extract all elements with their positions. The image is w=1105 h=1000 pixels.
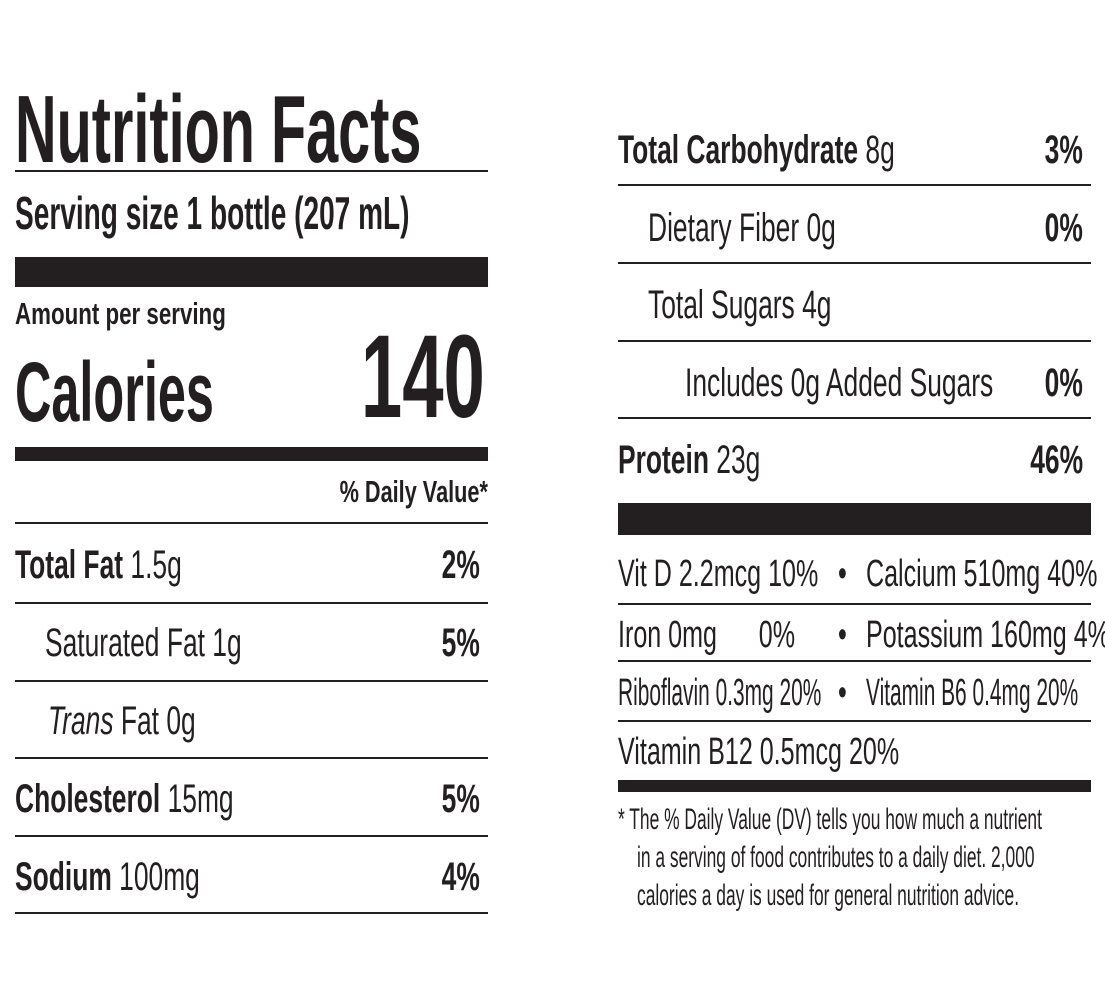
- footnote-line: in a serving of food contributes to a da…: [637, 841, 1035, 874]
- nutrient-amount: 100mg: [119, 855, 200, 899]
- nutrient-row: Trans Fat 0g: [48, 701, 196, 741]
- divider: [15, 602, 488, 604]
- nutrient-dv: 3%: [1044, 128, 1083, 172]
- bullet: •: [838, 553, 847, 595]
- nutrient-row: Sodium 100mg: [15, 857, 200, 897]
- nutrient-name: Sodium: [15, 855, 112, 899]
- nutrient-name: Trans: [48, 699, 114, 743]
- calories-value: 140: [360, 311, 485, 443]
- nutrient-dv: 5%: [441, 621, 480, 665]
- divider: [15, 912, 488, 914]
- bullet: •: [838, 672, 847, 714]
- nutrient-name: Dietary Fiber 0g: [648, 206, 836, 250]
- vitamin-item: Vitamin B12 0.5mcg 20%: [618, 731, 900, 773]
- vitamin-item: Calcium 510mg 40%: [866, 553, 1098, 595]
- divider: [618, 262, 1091, 264]
- nutrient-name: Saturated Fat: [45, 621, 205, 665]
- divider: [618, 340, 1091, 342]
- nutrient-row: Total Fat 1.5g: [15, 545, 182, 585]
- divider: [618, 660, 1091, 662]
- divider: [15, 522, 488, 524]
- divider: [618, 184, 1091, 186]
- nutrient-row: Cholesterol 15mg: [15, 779, 234, 819]
- medium-bar: [618, 780, 1091, 792]
- divider: [15, 835, 488, 837]
- nutrient-row: Protein 23g: [618, 440, 760, 480]
- footnote-line: * The % Daily Value (DV) tells you how m…: [618, 803, 1042, 836]
- nutrient-dv: 0%: [1044, 206, 1083, 250]
- label-title: Nutrition Facts: [15, 76, 422, 183]
- nutrient-amount: 8g: [865, 128, 895, 172]
- medium-bar: [15, 447, 488, 461]
- nutrient-row: Saturated Fat 1g: [45, 623, 242, 663]
- vitamin-item: Riboflavin 0.3mg 20%: [618, 672, 822, 714]
- nutrient-name: Cholesterol: [15, 777, 161, 821]
- vitamin-item: Vitamin B6 0.4mg 20%: [866, 672, 1079, 714]
- nutrient-row: Total Carbohydrate 8g: [618, 130, 895, 170]
- nutrient-amount: Fat 0g: [120, 699, 196, 743]
- nutrient-dv: 46%: [1030, 438, 1083, 482]
- nutrient-dv: 0%: [1044, 361, 1083, 405]
- nutrient-amount: 1g: [212, 621, 242, 665]
- vitamin-item: Potassium 160mg 4%: [866, 614, 1105, 656]
- divider: [618, 603, 1091, 605]
- vitamin-item: Vit D 2.2mcg 10%: [618, 553, 819, 595]
- divider: [15, 680, 488, 682]
- thick-bar: [618, 503, 1091, 535]
- amount-per-serving: Amount per serving: [15, 296, 226, 331]
- nutrient-amount: 15mg: [167, 777, 234, 821]
- nutrient-name: Total Carbohydrate: [618, 128, 859, 172]
- nutrient-name: Total Sugars 4g: [648, 283, 832, 327]
- divider: [15, 757, 488, 759]
- nutrient-name: Total Fat: [15, 543, 124, 587]
- divider: [618, 720, 1091, 722]
- footnote-line: calories a day is used for general nutri…: [637, 879, 1020, 912]
- nutrient-dv: 5%: [441, 777, 480, 821]
- bullet: •: [838, 614, 847, 656]
- nutrient-name: Includes 0g Added Sugars: [685, 361, 994, 405]
- serving-size: Serving size 1 bottle (207 mL): [15, 187, 410, 239]
- nutrient-amount: 23g: [716, 438, 761, 482]
- nutrient-dv: 4%: [441, 855, 480, 899]
- nutrient-amount: 1.5g: [130, 543, 182, 587]
- divider: [15, 170, 488, 172]
- vitamin-item: Iron 0mg 0%: [618, 614, 796, 656]
- calories-label: Calories: [15, 345, 214, 439]
- daily-value-header: % Daily Value*: [339, 474, 488, 509]
- nutrient-dv: 2%: [441, 543, 480, 587]
- divider: [618, 417, 1091, 419]
- thick-bar: [15, 257, 488, 287]
- nutrient-name: Protein: [618, 438, 709, 482]
